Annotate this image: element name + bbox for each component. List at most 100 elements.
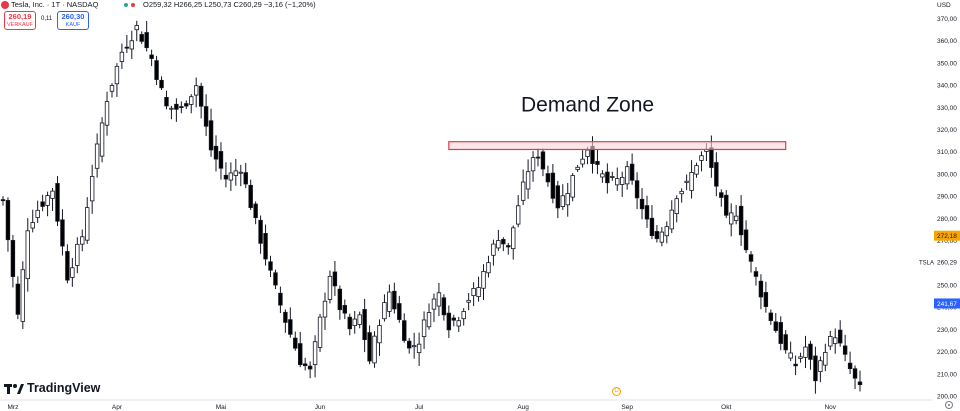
candle-body — [694, 165, 699, 175]
candle-body — [382, 302, 387, 320]
candle-body — [461, 311, 466, 320]
candle-body — [555, 185, 561, 209]
tradingview-mark-icon — [4, 383, 24, 394]
candle-body — [689, 172, 694, 191]
candle-body — [808, 343, 813, 360]
candle-body — [654, 231, 660, 240]
candle-body — [768, 312, 774, 321]
price-label-badge — [934, 298, 960, 309]
candle-body — [124, 46, 130, 49]
candle-body — [25, 230, 30, 280]
candle-body — [70, 267, 75, 278]
candle-body — [501, 239, 506, 245]
y-tick-label: 220,00 — [937, 349, 957, 356]
candle-body — [347, 316, 352, 330]
ohlc-readout: O259,32 H266,25 L250,73 C260,29 −3,16 (−… — [143, 0, 316, 9]
candle-body — [491, 243, 496, 256]
candle-body — [610, 176, 615, 178]
candle-body — [139, 34, 144, 42]
candle-body — [15, 283, 21, 315]
candle-body — [223, 174, 229, 180]
x-tick-label: Nov — [824, 404, 836, 411]
y-tick-label: 210,00 — [937, 371, 957, 378]
candle-body — [446, 312, 452, 331]
candle-body — [283, 311, 288, 323]
candle-body — [65, 251, 70, 281]
candle-body — [719, 192, 724, 198]
candle-body — [60, 219, 65, 247]
candle-body — [198, 85, 204, 107]
candle-body — [441, 297, 447, 316]
candle-body — [40, 201, 45, 207]
candle-body — [203, 106, 209, 127]
market-status-dot — [124, 3, 128, 7]
buy-button[interactable]: 260,30 KAUF — [57, 11, 89, 30]
candle-body — [793, 363, 798, 367]
candle-body — [659, 231, 665, 243]
candle-body — [644, 205, 650, 220]
candle-body — [525, 171, 531, 190]
candle-body — [218, 151, 224, 169]
candle-body — [545, 173, 551, 183]
candle-body — [392, 290, 397, 310]
symbol-label: TSLA — [919, 261, 934, 267]
buy-label: KAUF — [65, 22, 81, 28]
x-tick-label: Mrz — [7, 404, 18, 411]
candle-body — [119, 51, 125, 62]
candle-body — [724, 194, 729, 216]
currency-label[interactable]: USD — [937, 2, 951, 9]
candle-body — [823, 352, 828, 366]
candle-body — [466, 299, 471, 303]
price-label-text: 241,67 — [937, 301, 957, 308]
candle-body — [278, 292, 283, 306]
x-tick-label: Okt — [721, 404, 731, 411]
y-tick-label: 270,00 — [937, 238, 957, 245]
candle-body — [565, 193, 570, 206]
x-tick-label: Jun — [315, 404, 326, 411]
candle-body — [615, 178, 620, 186]
candle-body — [273, 272, 278, 286]
candle-body — [511, 227, 516, 250]
y-tick-label: 230,00 — [937, 327, 957, 334]
candle-body — [208, 120, 214, 151]
candle-body — [5, 200, 11, 241]
y-tick-label: 360,00 — [937, 38, 957, 45]
candle-body — [729, 212, 734, 225]
candle-body — [535, 156, 541, 159]
settings-gear-icon[interactable] — [945, 401, 953, 409]
event-badge-icon[interactable]: D — [612, 387, 621, 396]
candle-body — [35, 209, 40, 218]
candle-body — [486, 262, 491, 274]
candle-body — [575, 166, 580, 170]
candle-body — [402, 320, 407, 341]
price-axis[interactable] — [932, 0, 960, 411]
candle-body — [837, 329, 843, 344]
candle-body — [30, 222, 35, 229]
candle-body — [709, 147, 714, 168]
tradingview-logo[interactable]: TradingView — [4, 380, 100, 396]
y-tick-label: 320,00 — [937, 127, 957, 134]
candle-body — [293, 337, 298, 349]
candle-body — [169, 107, 174, 110]
candle-body — [20, 269, 26, 322]
y-tick-label: 330,00 — [937, 105, 957, 112]
candle-body — [159, 79, 164, 89]
candle-body — [783, 334, 788, 351]
candle-body — [243, 172, 248, 185]
demand-zone-label[interactable]: Demand Zone — [521, 94, 654, 117]
candle-body — [798, 356, 803, 359]
candle-body — [733, 215, 739, 221]
candle-body — [94, 143, 100, 169]
candle-body — [0, 199, 6, 202]
symbol-title[interactable]: Tesla, Inc. · 1T · NASDAQ — [11, 0, 99, 9]
x-tick-label: Mai — [216, 404, 226, 411]
candle-body — [298, 343, 303, 366]
x-tick-label: Sep — [621, 404, 633, 411]
candle-body — [75, 243, 80, 266]
candle-body — [397, 303, 402, 320]
candle-body — [476, 287, 481, 297]
candle-body — [431, 298, 437, 310]
demand-zone-rectangle[interactable] — [448, 141, 787, 151]
sell-button[interactable]: 260,19 VERKAUF — [4, 11, 36, 30]
